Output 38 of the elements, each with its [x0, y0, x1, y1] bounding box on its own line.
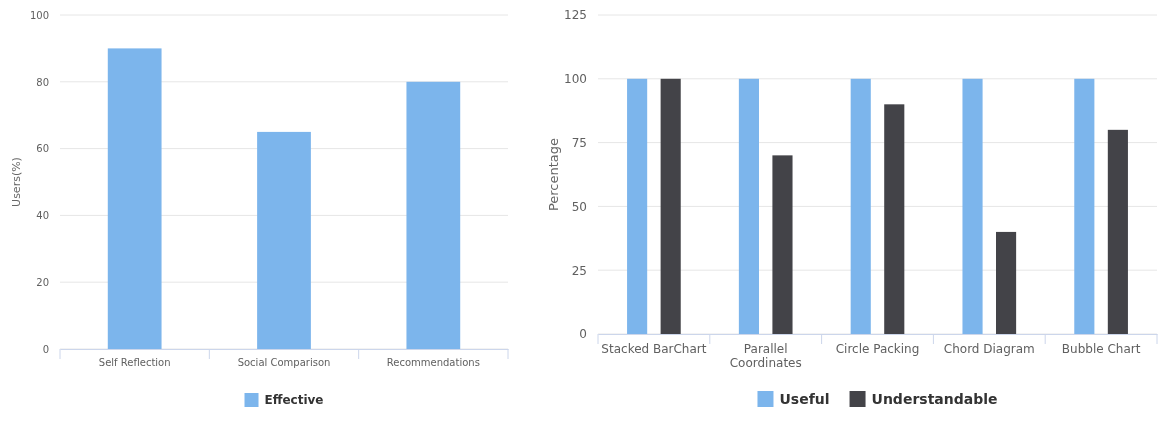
bar	[660, 78, 681, 334]
legend-label: Understandable	[871, 391, 998, 407]
bar	[738, 78, 759, 334]
x-tick-label: Social Comparison	[237, 357, 331, 369]
bar	[884, 104, 905, 334]
legend-label: Useful	[779, 391, 830, 407]
x-tick-label: Bubble Chart	[1061, 341, 1141, 356]
x-tick-label: Circle Packing	[835, 341, 920, 356]
x-tick-label: Stacked BarChart	[601, 341, 707, 356]
bar	[406, 81, 461, 349]
bar	[257, 131, 311, 349]
bar	[996, 231, 1017, 334]
y-tick-label: 100	[564, 72, 587, 87]
bar	[962, 78, 983, 334]
y-tick-label: 0	[42, 343, 49, 355]
x-tick-label: Recommendations	[386, 357, 480, 369]
x-tick-label: Self Reflection	[98, 357, 171, 369]
y-tick-label: 40	[36, 210, 49, 222]
y-tick-label: 80	[36, 76, 49, 88]
y-tick-label: 25	[571, 263, 587, 278]
y-tick-label: 75	[571, 135, 587, 150]
x-tick-label: Chord Diagram	[943, 341, 1035, 356]
x-tick-label: Parallel Coordinates	[729, 341, 802, 370]
bar	[850, 78, 871, 334]
legend-label: Effective	[264, 393, 324, 407]
y-tick-label: 60	[36, 143, 49, 155]
bar	[627, 78, 648, 334]
bar	[1074, 78, 1095, 334]
bar	[1107, 129, 1128, 334]
y-tick-label: 100	[29, 9, 49, 21]
y-tick-label: 0	[579, 327, 587, 342]
y-tick-label: 125	[564, 8, 587, 23]
y-axis-title: Percentage	[546, 137, 561, 212]
bar	[772, 155, 793, 334]
y-tick-label: 50	[571, 199, 587, 214]
bar	[107, 48, 162, 349]
y-axis-title: Users(%)	[10, 157, 23, 207]
y-tick-label: 20	[36, 276, 49, 288]
